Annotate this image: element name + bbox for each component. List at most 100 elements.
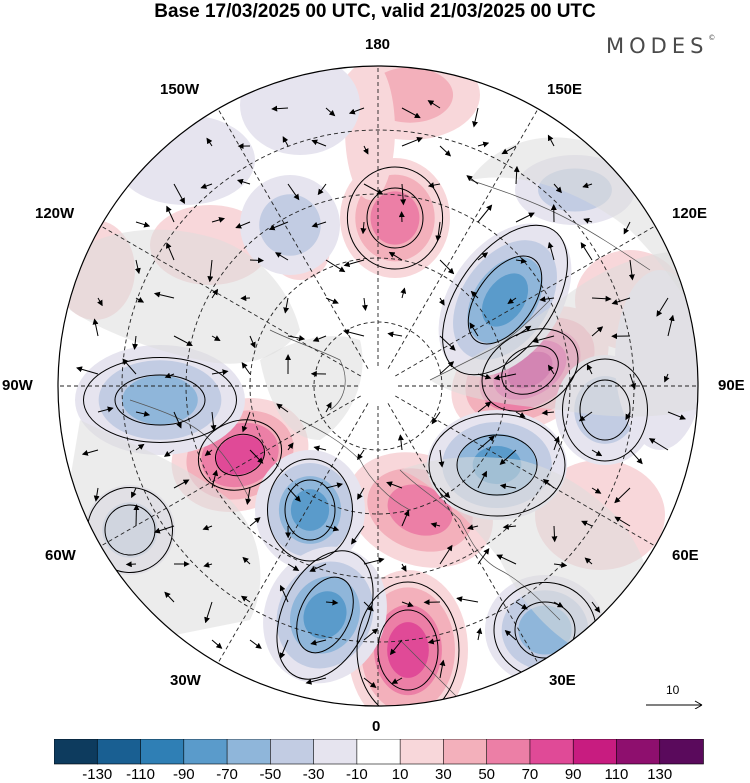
wind-arrow — [357, 487, 365, 500]
wind-arrow — [400, 287, 407, 299]
wind-arrow — [591, 601, 601, 613]
wind-arrow — [439, 335, 456, 351]
wind-arrow — [438, 449, 445, 468]
wind-arrow — [363, 557, 385, 565]
wind-arrow — [539, 296, 555, 303]
wind-arrow — [361, 297, 368, 312]
wind-arrow — [268, 221, 289, 231]
coastline — [469, 179, 651, 271]
wind-arrow — [547, 364, 555, 375]
colorbar-tick-label: -130 — [82, 766, 113, 783]
wind-arrow — [235, 221, 251, 229]
wind-arrow — [348, 107, 365, 115]
wind-arrow — [578, 411, 593, 422]
wind-arrow — [438, 297, 445, 306]
wind-arrow — [282, 136, 289, 147]
map-field — [58, 66, 698, 706]
wind-arrow — [211, 217, 226, 223]
wind-arrow — [207, 259, 214, 283]
colorbar-tick-label: 90 — [564, 766, 582, 783]
wind-arrow — [133, 504, 140, 527]
circulation-contour — [215, 433, 265, 477]
colorbar-tick-label: 70 — [521, 766, 539, 783]
lon-label-120w: 120W — [35, 205, 75, 222]
wind-arrow — [386, 481, 403, 489]
circulation-contour — [276, 550, 374, 680]
wind-arrow — [430, 522, 441, 528]
wind-arrow — [629, 449, 643, 465]
wind-arrow — [241, 362, 251, 375]
wind-arrow — [309, 563, 327, 572]
wind-arrow — [499, 483, 517, 490]
wind-arrow — [591, 487, 602, 494]
wind-arrow — [667, 411, 686, 420]
wind-arrow — [342, 329, 365, 337]
lon-label-150e: 150E — [547, 81, 583, 98]
wind-arrow — [614, 487, 631, 504]
wind-arrow — [363, 677, 377, 688]
wind-arrow — [648, 438, 669, 451]
wind-arrow — [551, 525, 558, 543]
wind-arrow — [325, 297, 339, 304]
vector-scale-label: 10 — [666, 683, 680, 697]
wind-arrow — [470, 290, 479, 299]
colorbar-swatch — [96, 739, 142, 765]
wind-arrow — [553, 601, 564, 608]
colorbar-tick-label: -50 — [259, 766, 282, 783]
wind-arrow — [166, 242, 175, 261]
wind-arrow — [135, 443, 145, 451]
meridian-line — [100, 395, 361, 547]
wind-arrow — [131, 487, 137, 499]
wind-arrow — [135, 297, 145, 303]
wind-arrow — [153, 525, 175, 534]
wind-arrow — [173, 335, 193, 346]
coastline — [429, 299, 551, 381]
wind-arrow — [164, 372, 175, 379]
wind-vectors — [76, 100, 686, 688]
wind-arrow — [363, 183, 384, 195]
land-shading — [60, 229, 300, 364]
colorbar — [54, 739, 704, 765]
wind-arrow — [477, 373, 492, 380]
wind-arrow — [211, 369, 229, 376]
wind-arrow — [173, 411, 182, 429]
colorbar-tick-label: 30 — [435, 766, 452, 783]
wind-arrow — [515, 325, 532, 337]
lon-label-0: 0 — [372, 718, 381, 735]
wind-arrow — [580, 242, 593, 261]
wind-contours — [83, 166, 648, 706]
wind-arrow — [274, 252, 289, 261]
wind-arrow — [325, 259, 346, 273]
circulation-contour — [284, 479, 336, 541]
lon-label-30e: 30E — [549, 672, 576, 689]
wind-arrow — [271, 105, 289, 112]
colorbar-tick-label: 50 — [478, 766, 495, 783]
colorbar-tick-label: -10 — [346, 766, 368, 783]
wind-arrow — [92, 318, 99, 337]
wind-arrow — [202, 524, 213, 531]
meridian-line — [387, 403, 539, 664]
wind-arrow — [582, 182, 593, 189]
wind-arrow — [439, 361, 455, 375]
meridian-line — [395, 225, 656, 377]
wind-arrow — [81, 449, 99, 456]
wind-arrow — [135, 410, 151, 417]
wind-arrow — [532, 335, 555, 344]
circulation-contour — [428, 413, 566, 517]
wind-arrow — [401, 509, 410, 527]
wind-arrow — [279, 639, 289, 659]
meridian-line — [100, 225, 361, 377]
wind-arrow — [134, 259, 141, 275]
wind-arrow — [211, 335, 221, 341]
coastline — [269, 329, 346, 411]
colorbar-tick-label: -90 — [172, 766, 195, 783]
colorbar-swatch — [356, 739, 401, 765]
wind-arrow — [586, 363, 593, 375]
anomaly-contour — [387, 622, 429, 678]
wind-arrow — [493, 373, 517, 381]
wind-arrow — [203, 561, 213, 568]
wind-arrow — [206, 137, 213, 147]
wind-arrow — [249, 257, 265, 264]
coastline — [129, 399, 251, 501]
circulation-contour — [366, 187, 424, 249]
